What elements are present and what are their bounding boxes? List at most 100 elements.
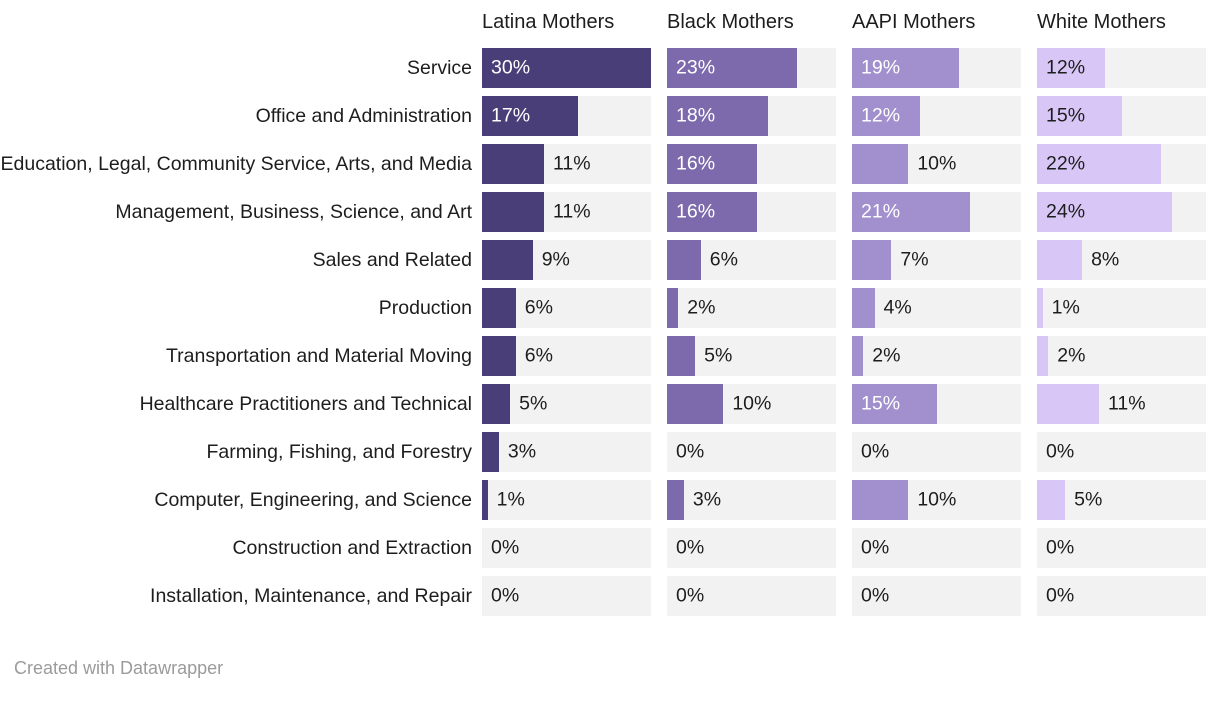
bar-value-label: 2% [687,296,716,319]
bar-fill [852,192,971,232]
bar-track: 15% [1037,96,1206,136]
bar-track: 17% [482,96,651,136]
bar-cell: 6% [482,336,651,376]
bar-value-label: 0% [676,536,705,559]
bar-cell: 1% [1037,288,1206,328]
bar-cell: 5% [482,384,651,424]
bar-fill [852,96,920,136]
bar-value-label: 0% [491,584,520,607]
bar-cell: 0% [852,576,1021,616]
bar-track: 9% [482,240,651,280]
bar-fill [1037,240,1083,280]
bar-track: 15% [852,384,1021,424]
bar-cells: 11% 16% 21% 24% [482,192,1206,232]
bar-cell: 0% [482,528,651,568]
bar-value-label: 0% [676,440,705,463]
bar-track: 0% [482,576,651,616]
category-row: Construction and Extraction 0% 0% 0% 0% [0,524,1206,572]
bar-value-label: 11% [1107,392,1146,415]
bar-cell: 11% [482,192,651,232]
bar-fill [667,96,769,136]
bar-track: 12% [1037,48,1206,88]
bar-value-label: 0% [861,584,890,607]
bar-track: 0% [667,576,836,616]
bar-cell: 12% [1037,48,1206,88]
bar-value-label: 6% [524,296,553,319]
category-label: Farming, Fishing, and Forestry [206,440,472,463]
bar-cell: 0% [1037,576,1206,616]
bar-cell: 3% [667,480,836,520]
bar-value-label: 6% [709,248,738,271]
category-row: Education, Legal, Community Service, Art… [0,140,1206,188]
bar-track: 2% [1037,336,1206,376]
bar-track: 0% [667,528,836,568]
bar-cells: 1% 3% 10% 5% [482,480,1206,520]
bar-value-label: 6% [524,344,553,367]
category-row: Office and Administration 17% 18% 12% 15% [0,92,1206,140]
bar-track: 4% [852,288,1021,328]
bar-track: 5% [667,336,836,376]
bar-fill [1037,48,1105,88]
bar-track: 11% [482,144,651,184]
bar-value-label: 0% [861,440,890,463]
bar-track: 21% [852,192,1021,232]
bar-track: 18% [667,96,836,136]
bar-fill [852,384,937,424]
column-header-1: Black Mothers [667,11,794,33]
bar-value-label: 0% [1046,440,1075,463]
bar-cell: 11% [482,144,651,184]
column-header-row: Latina Mothers Black Mothers AAPI Mothers W… [0,10,1206,34]
bar-cells: 0% 0% 0% 0% [482,528,1206,568]
bar-cell: 22% [1037,144,1206,184]
bar-cell: 0% [667,528,836,568]
column-header-cell: White Mothers [1037,10,1206,34]
bar-track: 19% [852,48,1021,88]
category-label: Computer, Engineering, and Science [154,488,472,511]
bar-cell: 3% [482,432,651,472]
bar-value-label: 1% [496,488,525,511]
bar-cell: 10% [852,144,1021,184]
category-row: Management, Business, Science, and Art 11… [0,188,1206,236]
bar-fill [852,288,875,328]
bar-track: 11% [482,192,651,232]
bar-value-label: 30% [491,56,531,79]
bar-cells: 5% 10% 15% 11% [482,384,1206,424]
category-label: Transportation and Material Moving [165,344,472,367]
category-label: Office and Administration [255,104,472,127]
datawrapper-credit-link[interactable]: Created with Datawrapper [14,658,224,678]
bar-fill [852,240,892,280]
bar-fill [667,336,696,376]
bar-cells: 0% 0% 0% 0% [482,576,1206,616]
bar-fill [852,48,960,88]
bar-value-label: 22% [1046,152,1086,175]
category-label: Installation, Maintenance, and Repair [150,584,472,607]
bar-value-label: 5% [519,392,548,415]
bar-cell: 11% [1037,384,1206,424]
category-label: Education, Legal, Community Service, Art… [0,152,473,175]
chart-footer: Created with Datawrapper [0,658,1206,679]
bar-track: 24% [1037,192,1206,232]
bar-fill [852,336,864,376]
bar-fill [482,480,488,520]
bar-cell: 0% [1037,528,1206,568]
bar-fill [1037,96,1122,136]
bar-track: 0% [1037,432,1206,472]
bar-fill [667,240,701,280]
bar-cell: 21% [852,192,1021,232]
bar-track: 2% [667,288,836,328]
bar-value-label: 7% [900,248,929,271]
bar-value-label: 0% [491,536,520,559]
bar-cell: 23% [667,48,836,88]
bar-value-label: 10% [917,488,957,511]
bar-cell: 15% [1037,96,1206,136]
bar-track: 23% [667,48,836,88]
bar-track: 30% [482,48,651,88]
bar-cells: 11% 16% 10% 22% [482,144,1206,184]
bar-cell: 16% [667,192,836,232]
bar-track: 16% [667,192,836,232]
bar-value-label: 11% [552,200,591,223]
bar-fill [482,48,651,88]
bar-fill [482,96,578,136]
bar-value-label: 8% [1091,248,1120,271]
bar-track: 8% [1037,240,1206,280]
